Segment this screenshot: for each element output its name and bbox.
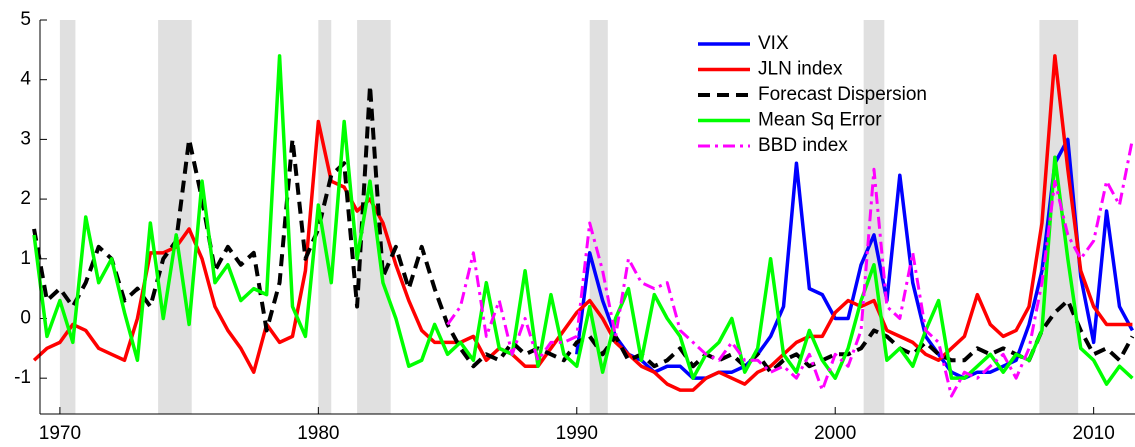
legend-label: JLN index: [758, 59, 843, 80]
y-tick-label: 1: [20, 248, 31, 269]
legend-label: VIX: [758, 33, 789, 54]
x-tick-label: 1970: [39, 423, 81, 444]
shaded-period: [318, 20, 332, 414]
legend-label: Forecast Dispersion: [758, 84, 927, 105]
series-line: [32, 54, 1134, 386]
series-line: [32, 54, 1133, 392]
x-tick-label: 2000: [814, 423, 856, 444]
series-line: [575, 137, 1134, 380]
shaded-period: [158, 20, 192, 414]
legend-label: Mean Sq Error: [758, 110, 882, 131]
y-tick-label: 3: [20, 128, 31, 149]
legend-label: BBD index: [758, 135, 848, 156]
shaded-period: [59, 20, 76, 414]
y-tick-label: 2: [20, 188, 31, 209]
y-tick-label: -1: [14, 367, 31, 388]
y-tick-label: 0: [20, 308, 31, 329]
x-tick-label: 2010: [1073, 423, 1115, 444]
y-tick-label: 5: [20, 9, 31, 30]
shaded-period: [589, 20, 608, 414]
x-tick-label: 1990: [556, 423, 598, 444]
y-tick-label: 4: [20, 69, 31, 90]
series-line: [446, 139, 1134, 398]
x-tick-label: 1980: [297, 423, 339, 444]
